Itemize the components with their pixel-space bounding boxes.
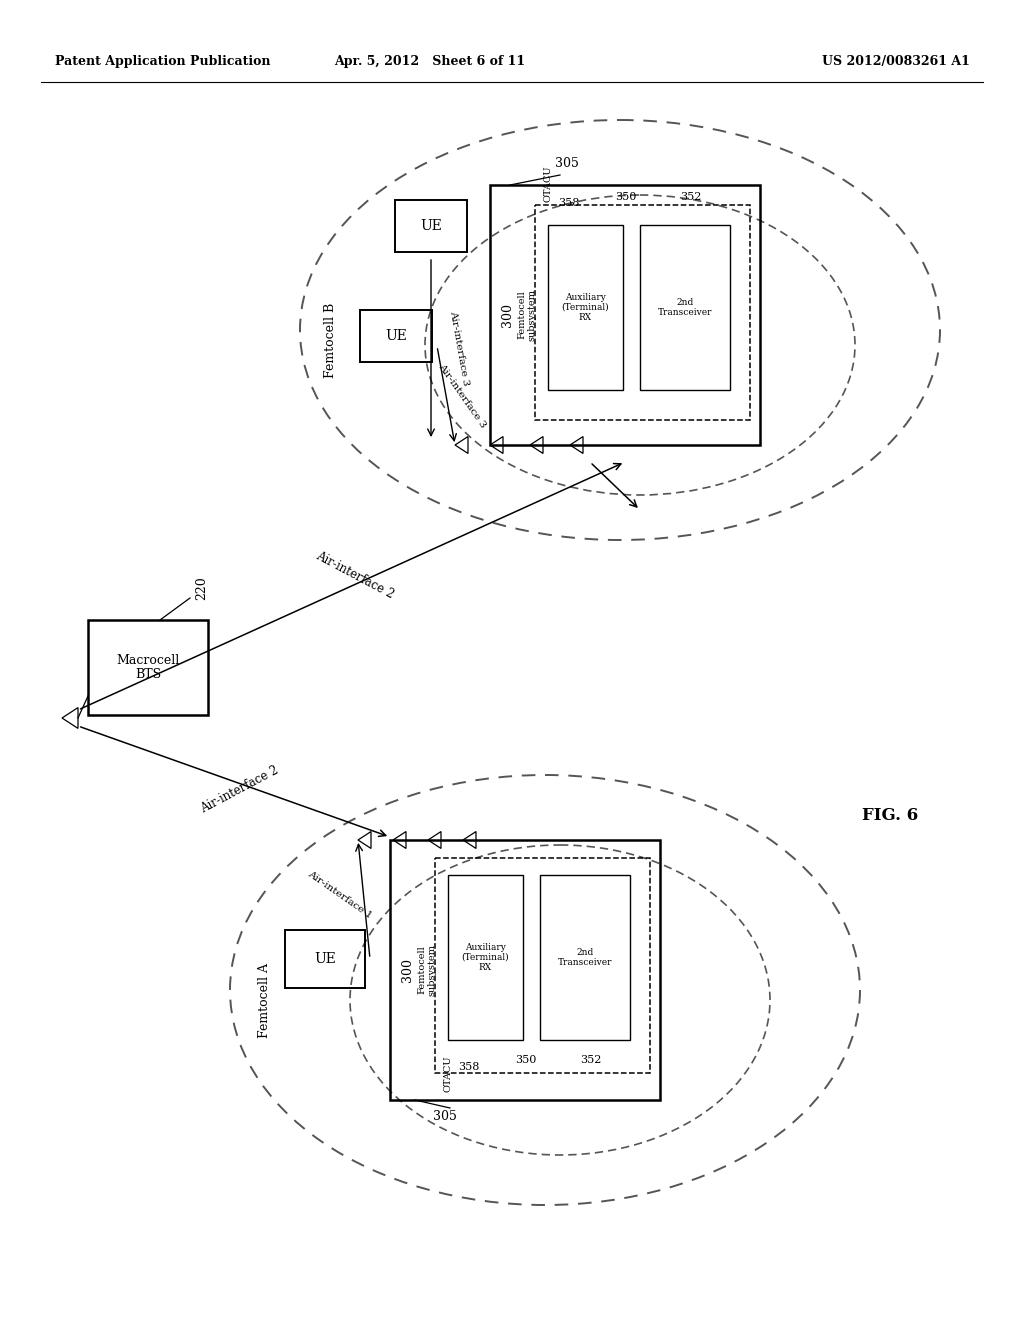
Text: 220: 220 (195, 577, 208, 601)
Text: Auxiliary
(Terminal)
RX: Auxiliary (Terminal) RX (562, 293, 609, 322)
Text: US 2012/0083261 A1: US 2012/0083261 A1 (822, 55, 970, 69)
Text: Femtocell B: Femtocell B (324, 302, 337, 378)
Text: Air-interface 2: Air-interface 2 (313, 549, 396, 601)
Text: OTACU: OTACU (443, 1055, 453, 1092)
Text: OTACU: OTACU (544, 165, 553, 202)
Text: 2nd
Transceiver: 2nd Transceiver (657, 298, 713, 317)
Text: 350: 350 (615, 191, 636, 202)
Text: 300: 300 (400, 958, 414, 982)
Text: Air-interface 1: Air-interface 1 (306, 870, 374, 920)
Text: 358: 358 (558, 198, 580, 209)
Text: 2nd
Transceiver: 2nd Transceiver (558, 948, 612, 968)
Text: UE: UE (420, 219, 442, 234)
Text: 352: 352 (680, 191, 701, 202)
Text: Macrocell
BTS: Macrocell BTS (117, 653, 179, 681)
Text: Femtocell
subsystem: Femtocell subsystem (517, 289, 537, 341)
Text: FIG. 6: FIG. 6 (862, 807, 919, 824)
Text: Air-interface 3: Air-interface 3 (436, 362, 487, 430)
Text: 352: 352 (580, 1055, 601, 1065)
Text: Femtocell
subsystem: Femtocell subsystem (418, 944, 436, 997)
Text: Femtocell A: Femtocell A (258, 962, 271, 1038)
Text: 305: 305 (555, 157, 579, 170)
Text: 305: 305 (433, 1110, 457, 1123)
Text: 350: 350 (515, 1055, 537, 1065)
Text: Apr. 5, 2012   Sheet 6 of 11: Apr. 5, 2012 Sheet 6 of 11 (335, 55, 525, 69)
Text: Air-interface 2: Air-interface 2 (199, 764, 282, 816)
Text: Patent Application Publication: Patent Application Publication (55, 55, 270, 69)
Text: UE: UE (385, 329, 407, 343)
Text: 358: 358 (458, 1063, 479, 1072)
Text: UE: UE (314, 952, 336, 966)
Text: Auxiliary
(Terminal)
RX: Auxiliary (Terminal) RX (462, 942, 509, 973)
Text: 300: 300 (501, 304, 513, 327)
Text: Air-interface 3: Air-interface 3 (447, 310, 470, 387)
